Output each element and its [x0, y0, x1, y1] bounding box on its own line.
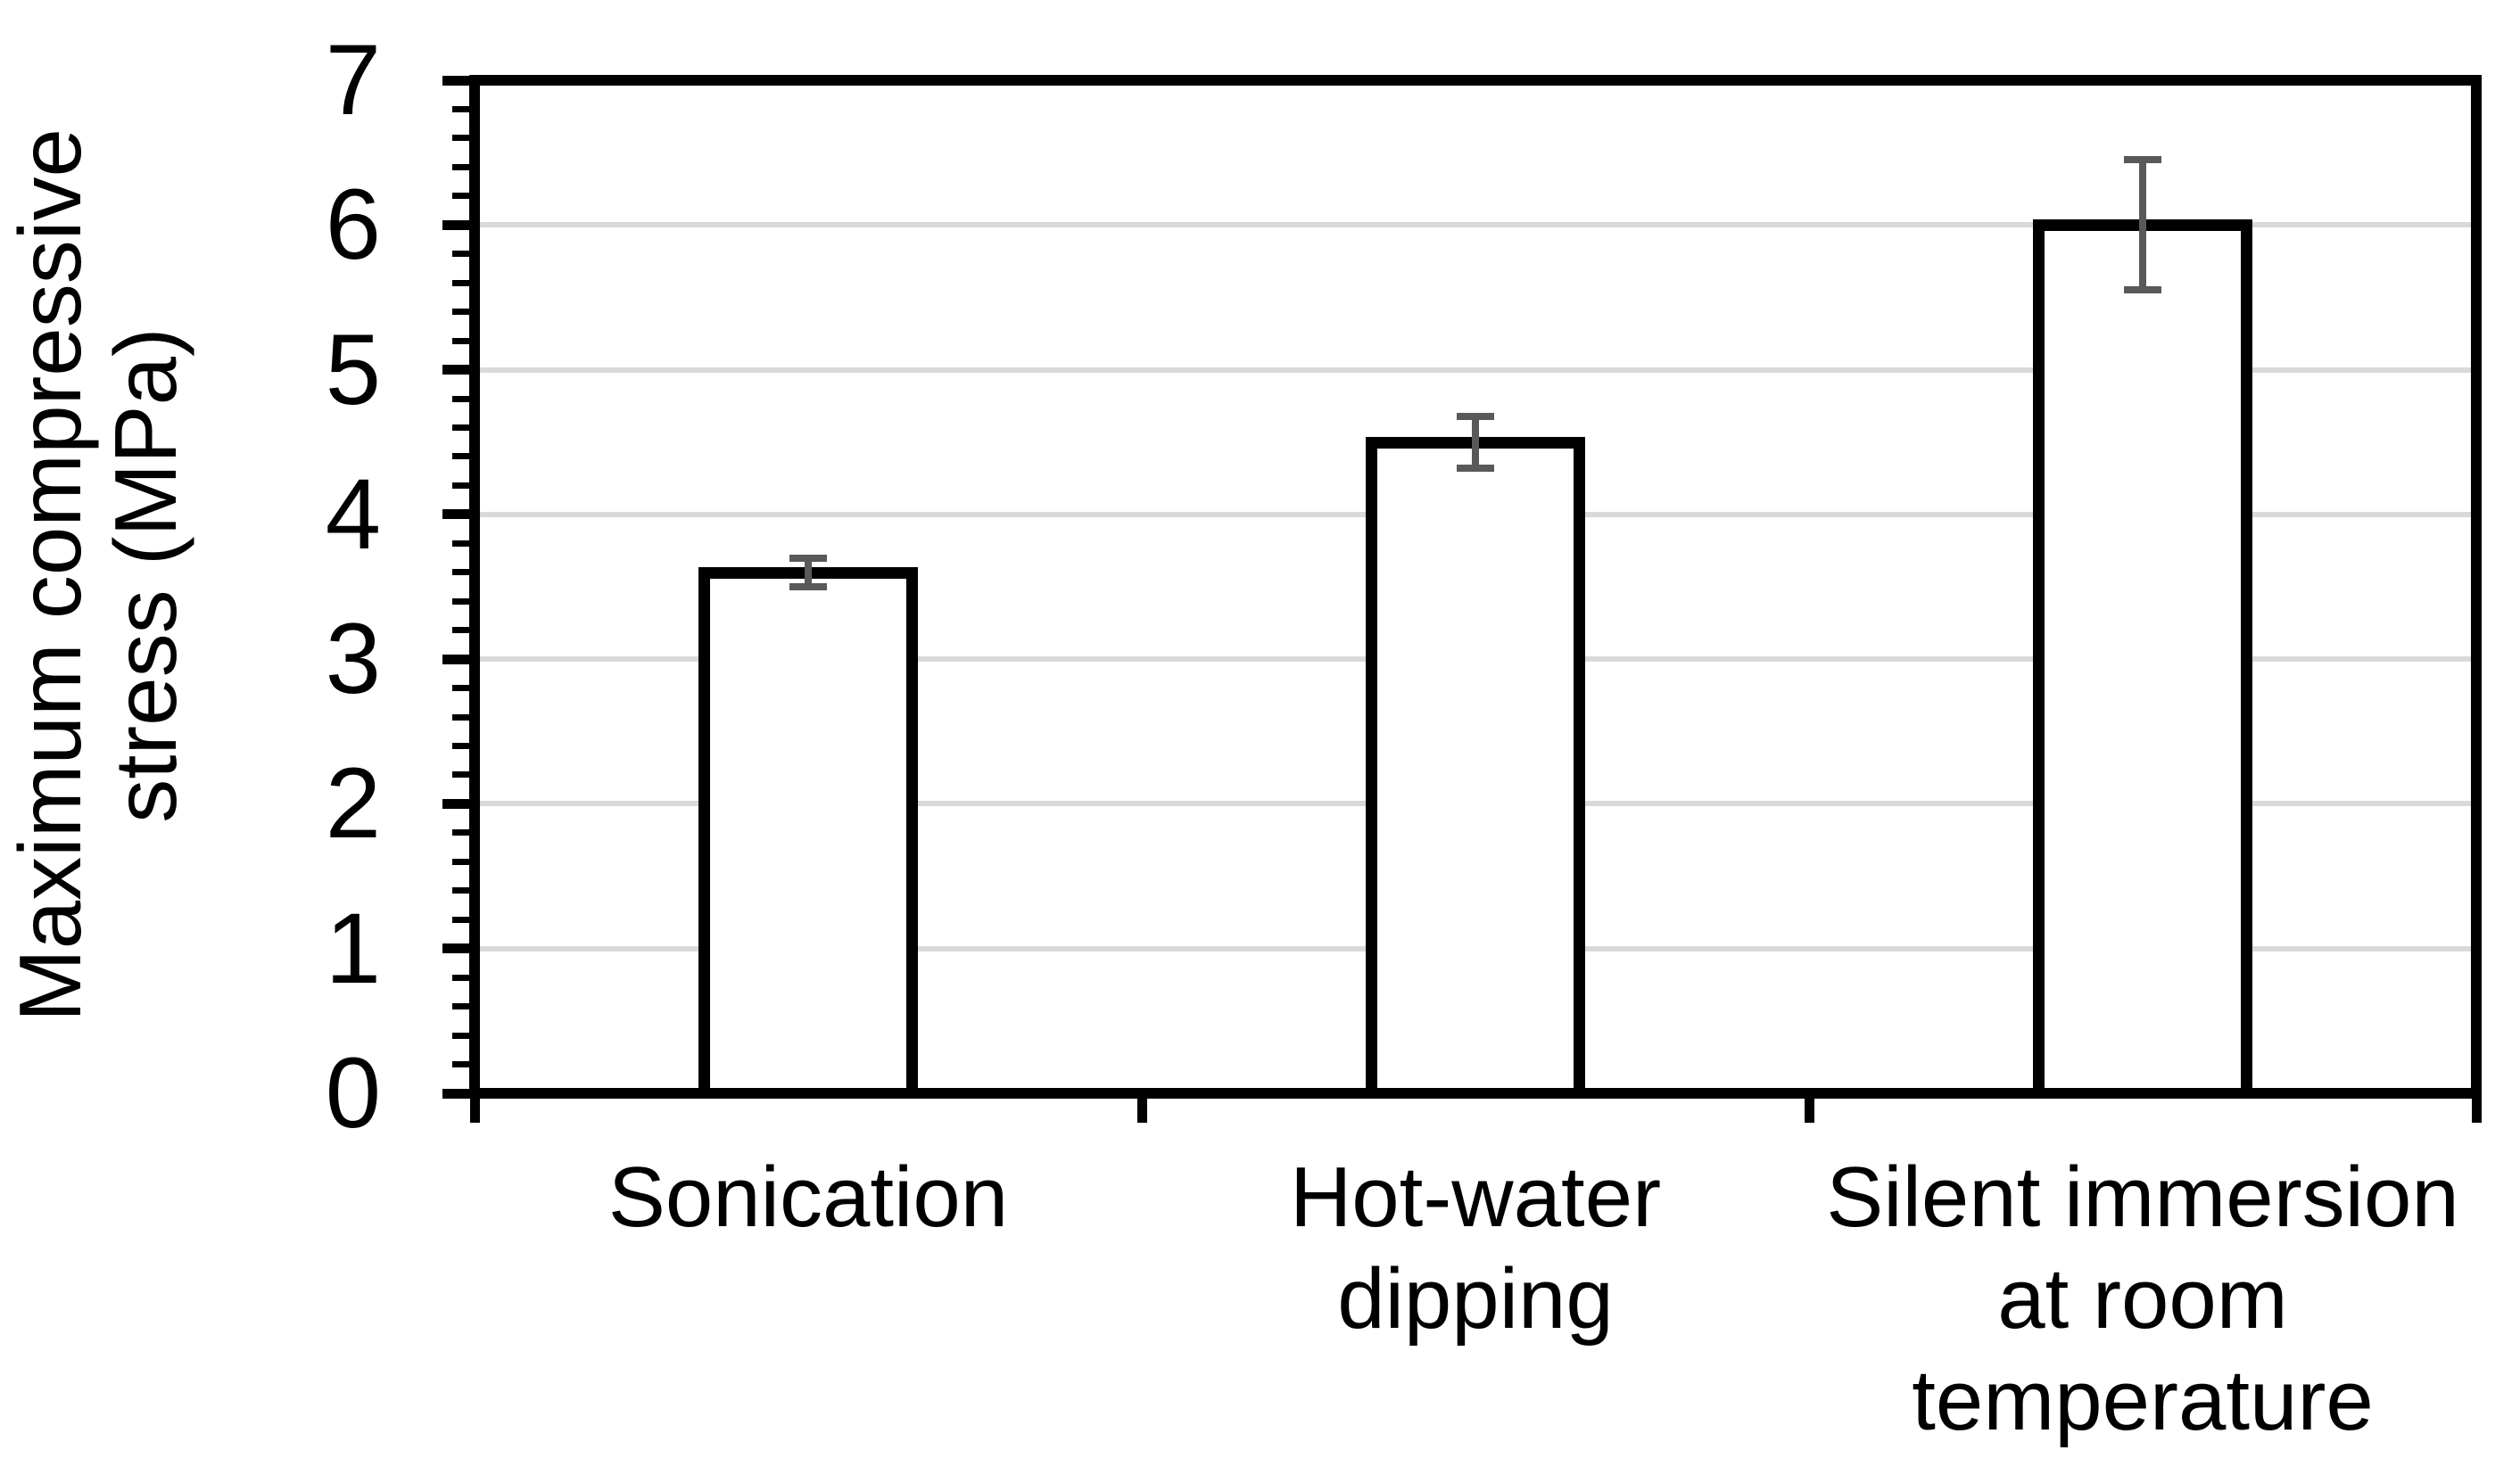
y-minor-tick-2.2 [452, 771, 469, 779]
y-minor-tick-2.6 [452, 713, 469, 721]
error-bar-cap-bottom-silent-immersion-at-room-temperature [2124, 286, 2161, 294]
error-bar-cap-bottom-sonication [789, 583, 827, 590]
y-axis-title: Maximum compressive stress (MPa) [1, 0, 194, 1199]
y-tick-label-6: 6 [325, 169, 381, 281]
error-bar-cap-top-silent-immersion-at-room-temperature [2124, 156, 2161, 164]
y-minor-tick-0.4 [452, 1032, 469, 1039]
x-axis-label-silent-immersion-at-room-temperature-line3: temperature [1912, 1353, 2374, 1448]
x-axis-label-silent-immersion-at-room-temperature-line2: at room [1997, 1251, 2288, 1347]
bar-sonication [698, 566, 918, 1088]
y-minor-tick-2.4 [452, 743, 469, 749]
y-minor-tick-4.4 [452, 453, 469, 460]
y-minor-tick-5.8 [452, 251, 469, 258]
y-minor-tick-6.8 [452, 105, 469, 112]
y-axis-title-line1: Maximum compressive [1, 128, 99, 1022]
y-minor-tick-3.6 [452, 569, 469, 576]
y-minor-tick-6.2 [452, 193, 469, 200]
y-minor-tick-0.6 [452, 1003, 469, 1010]
y-minor-tick-1.2 [452, 916, 469, 923]
y-tick-label-5: 5 [325, 313, 381, 425]
x-axis-label-sonication: Sonication [460, 1147, 1156, 1248]
y-tick-label-1: 1 [325, 892, 381, 1004]
y-major-tick-6 [442, 219, 469, 230]
y-axis-title-line2: stress (MPa) [96, 327, 194, 823]
y-minor-tick-6.4 [452, 163, 469, 170]
y-minor-tick-0.8 [452, 974, 469, 981]
error-bar-stem-silent-immersion-at-room-temperature [2139, 160, 2146, 291]
y-minor-tick-3.2 [452, 627, 469, 634]
y-minor-tick-4.6 [452, 424, 469, 431]
error-bar-cap-top-hot-water-dipping [1457, 412, 1494, 420]
error-bar-cap-top-sonication [789, 554, 827, 562]
y-tick-label-2: 2 [325, 747, 381, 860]
y-minor-tick-1.6 [452, 858, 469, 865]
bar-silent-immersion-at-room-temperature [2033, 219, 2252, 1088]
y-tick-label-7: 7 [325, 24, 381, 136]
y-major-tick-5 [442, 365, 469, 375]
x-axis-label-silent-immersion-at-room-temperature-line1: Silent immersion [1826, 1149, 2459, 1245]
y-minor-tick-1.8 [452, 829, 469, 836]
y-major-tick-7 [442, 75, 469, 86]
y-minor-tick-2.8 [452, 685, 469, 692]
plot-area [469, 75, 2482, 1099]
bar-hot-water-dipping [1366, 436, 1585, 1088]
x-axis-label-sonication-line1: Sonication [607, 1149, 1009, 1245]
y-minor-tick-1.4 [452, 887, 469, 894]
gridline-y-6 [480, 222, 2471, 228]
y-major-tick-1 [442, 943, 469, 954]
y-tick-label-3: 3 [325, 603, 381, 715]
y-minor-tick-5.2 [452, 337, 469, 344]
y-major-tick-4 [442, 509, 469, 520]
error-bar-cap-bottom-hot-water-dipping [1457, 464, 1494, 472]
y-tick-label-0: 0 [325, 1037, 381, 1149]
x-boundary-tick-0 [469, 1099, 480, 1123]
y-tick-label-4: 4 [325, 457, 381, 570]
y-minor-tick-3.8 [452, 540, 469, 547]
x-boundary-tick-3 [2471, 1099, 2482, 1123]
x-axis-label-silent-immersion-at-room-temperature: Silent immersion at room temperature [1795, 1147, 2491, 1452]
y-minor-tick-4.2 [452, 482, 469, 489]
error-bar-stem-sonication [805, 557, 812, 587]
x-boundary-tick-2 [1804, 1099, 1814, 1123]
gridline-y-5 [480, 367, 2471, 373]
x-boundary-tick-1 [1136, 1099, 1147, 1123]
x-axis-label-hot-water-dipping-line1: Hot-water [1289, 1149, 1662, 1245]
x-axis-label-hot-water-dipping-line2: dipping [1337, 1251, 1614, 1347]
x-axis-label-hot-water-dipping: Hot-water dipping [1128, 1147, 1823, 1350]
y-minor-tick-0.2 [452, 1061, 469, 1068]
y-minor-tick-6.6 [452, 135, 469, 142]
y-minor-tick-5.6 [452, 279, 469, 286]
error-bar-stem-hot-water-dipping [1472, 416, 1479, 468]
y-major-tick-3 [442, 654, 469, 664]
y-minor-tick-4.8 [452, 395, 469, 402]
y-minor-tick-3.4 [452, 597, 469, 605]
y-minor-tick-5.4 [452, 309, 469, 316]
y-major-tick-2 [442, 798, 469, 809]
y-major-tick-0 [442, 1088, 469, 1099]
